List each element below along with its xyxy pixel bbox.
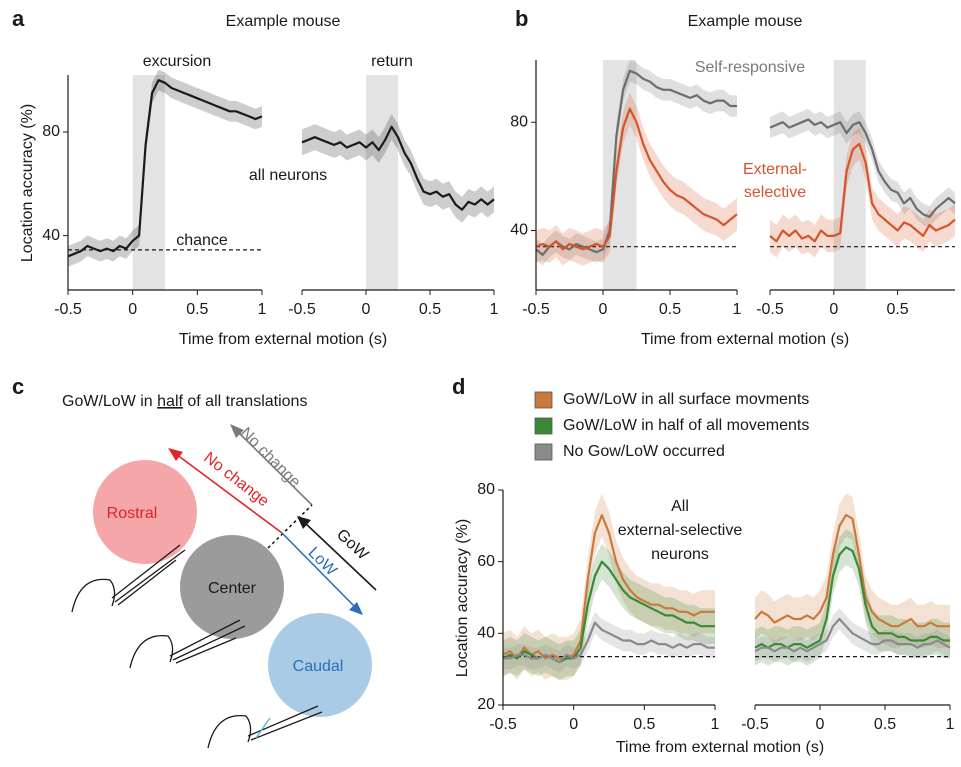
y-tick-label: 80 <box>510 113 528 130</box>
x-tick-label: 0 <box>128 301 137 318</box>
title-part: of all translations <box>183 393 308 410</box>
x-tick-label: 1 <box>490 301 499 318</box>
series-line <box>503 621 715 664</box>
x-axis-label: Time from external motion (s) <box>641 331 849 348</box>
x-tick-label: 0 <box>829 301 838 318</box>
annotation: External- <box>743 161 807 178</box>
legend-label: GoW/LoW in all surface movments <box>563 391 809 408</box>
x-tick-label: 0.5 <box>633 716 655 733</box>
legend-label: GoW/LoW in half of all movements <box>563 417 809 434</box>
y-tick-label: 40 <box>510 222 528 239</box>
x-tick-label: -0.5 <box>489 716 517 733</box>
panel-title: Example mouse <box>226 13 341 30</box>
panel-letter: d <box>452 374 465 399</box>
annotation: All <box>671 498 689 515</box>
x-tick-label: 0.5 <box>419 301 441 318</box>
x-tick-label: -0.5 <box>522 301 550 318</box>
x-tick-label: 0.5 <box>874 716 896 733</box>
x-tick-label: 1 <box>258 301 267 318</box>
series-line <box>769 118 956 218</box>
x-tick-label: 0.5 <box>886 301 908 318</box>
center-circle <box>180 535 284 639</box>
x-tick-label: 1 <box>946 716 955 733</box>
annotation: neurons <box>651 546 709 563</box>
x-tick-label: -0.5 <box>288 301 316 318</box>
arrow-label: GoW <box>333 526 372 564</box>
legend-swatch <box>534 443 553 461</box>
series-line <box>754 514 950 628</box>
legend-swatch <box>534 417 553 435</box>
y-tick-label: 40 <box>42 227 60 244</box>
error-band <box>536 60 737 266</box>
x-tick-label: 1 <box>711 716 720 733</box>
x-tick-label: 1 <box>733 301 742 318</box>
title-part: half <box>157 393 183 410</box>
error-band <box>536 92 737 266</box>
x-tick-label: 0 <box>599 301 608 318</box>
y-axis-label: Location accuracy (%) <box>19 104 36 262</box>
mouse-sketches <box>71 544 323 749</box>
annotation: Self-responsive <box>695 59 805 76</box>
annotation: external-selective <box>618 522 743 539</box>
shade <box>366 75 398 290</box>
x-tick-label: 0 <box>362 301 371 318</box>
title-part: GoW/LoW in <box>62 393 157 410</box>
y-axis-label: Location accuracy (%) <box>454 519 471 677</box>
y-tick-label: 60 <box>477 553 495 570</box>
annotation: excursion <box>143 53 211 70</box>
x-tick-label: -0.5 <box>741 716 769 733</box>
legend-label: No Gow/LoW occurred <box>563 443 725 460</box>
error-band <box>755 529 950 666</box>
x-axis-label: Time from external motion (s) <box>616 739 824 756</box>
region-label: Center <box>208 580 257 597</box>
annotation: all neurons <box>249 167 327 184</box>
shade <box>833 60 866 290</box>
x-axis-label: Time from external motion (s) <box>179 331 387 348</box>
x-tick-label: 0.5 <box>186 301 208 318</box>
shade <box>132 75 165 290</box>
x-tick-label: 0 <box>816 716 825 733</box>
y-tick-label: 80 <box>42 123 60 140</box>
x-tick-label: 0.5 <box>659 301 681 318</box>
series-line <box>769 142 956 243</box>
panel-letter: a <box>12 6 25 31</box>
panel-letter: b <box>515 6 528 31</box>
shade <box>603 60 637 290</box>
arrows <box>168 424 377 615</box>
x-tick-label: -0.5 <box>756 301 784 318</box>
region-label: Caudal <box>293 658 344 675</box>
region-label: Rostral <box>107 505 158 522</box>
series-line <box>502 514 715 660</box>
annotation: return <box>371 53 413 70</box>
series-line <box>535 69 737 256</box>
diagram: c GoW/LoW in half of all translations Ro… <box>12 374 377 749</box>
error-band <box>503 543 715 680</box>
diagram-title: GoW/LoW in half of all translations <box>62 393 307 410</box>
series-line <box>535 107 738 251</box>
error-band <box>755 493 950 648</box>
y-tick-label: 20 <box>477 696 495 713</box>
series-line <box>67 79 263 258</box>
series-line <box>301 125 495 211</box>
series-line <box>754 617 951 653</box>
legend-swatch <box>534 391 553 409</box>
y-tick-label: 40 <box>477 625 495 642</box>
annotation: selective <box>744 184 806 201</box>
annotation: chance <box>176 232 228 249</box>
panel-letter: c <box>12 374 24 399</box>
panel-title: Example mouse <box>688 13 803 30</box>
x-tick-label: 0 <box>569 716 578 733</box>
y-tick-label: 80 <box>477 481 495 498</box>
rostral-circle <box>93 460 197 564</box>
x-tick-label: -0.5 <box>54 301 82 318</box>
caudal-circle <box>268 613 372 717</box>
